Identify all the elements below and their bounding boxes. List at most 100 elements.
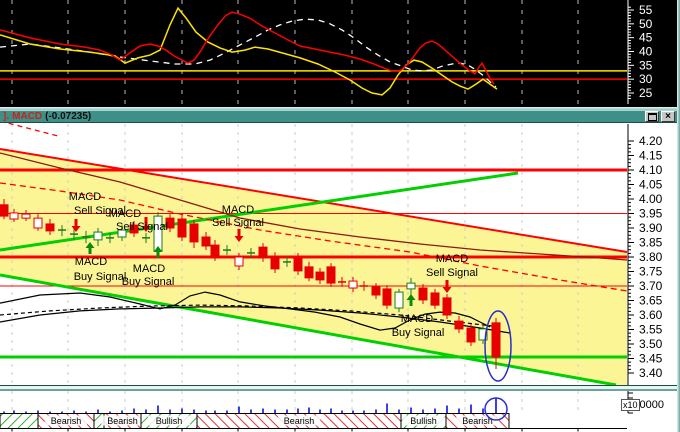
arrow-head xyxy=(234,236,244,242)
y-axis-label: 3.65 xyxy=(639,294,663,308)
highlight-ellipse xyxy=(484,310,512,382)
restore-button[interactable] xyxy=(645,111,659,122)
volume-multiplier-box: x10 xyxy=(621,399,640,411)
y-axis-label: 4.05 xyxy=(639,178,663,192)
annotation-text: Buy Signal xyxy=(74,271,127,283)
candle-body xyxy=(189,223,199,243)
candle xyxy=(210,239,220,262)
y-axis-label: 3.90 xyxy=(639,221,663,235)
ribbon-label-halo xyxy=(147,415,191,426)
sell-signal-arrow xyxy=(234,229,244,242)
y-axis-label: 4.15 xyxy=(639,149,663,163)
annotation-text: MACD xyxy=(222,204,254,216)
signal-white-dashed-line xyxy=(0,18,497,88)
candle xyxy=(33,214,43,231)
candle xyxy=(478,326,488,344)
annotation-text: MACD xyxy=(75,256,107,268)
annotation-text: MACD xyxy=(401,313,433,325)
y-axis-label: 3.40 xyxy=(639,366,663,380)
sell-signal-arrow xyxy=(442,280,452,293)
panel-divider xyxy=(0,107,680,110)
ribbon-label: Bearish xyxy=(51,416,82,426)
candle-body xyxy=(45,223,55,232)
ribbon-label: Bearish xyxy=(462,416,493,426)
candle-body xyxy=(129,224,139,234)
candle xyxy=(430,288,440,309)
volume-scale-label: x10 0000 xyxy=(621,399,664,411)
candle xyxy=(270,252,280,273)
candle xyxy=(360,281,368,291)
buy-signal-arrow xyxy=(85,242,95,254)
candle xyxy=(177,214,187,242)
annotation-text: MACD xyxy=(69,191,101,203)
close-button[interactable]: × xyxy=(661,111,675,122)
candle-body xyxy=(371,286,381,296)
annotation-text: Sell Signal xyxy=(74,205,126,217)
y-axis-label: 4.10 xyxy=(639,163,663,177)
candle xyxy=(9,208,19,222)
sell-signal-arrow xyxy=(71,219,81,232)
y-axis-label: 3.60 xyxy=(639,308,663,322)
arrow-head xyxy=(71,226,81,232)
candle xyxy=(223,245,231,255)
candle-body xyxy=(270,256,280,270)
candle-body xyxy=(491,322,501,358)
sentiment-panel[interactable]: Bearish Bearish Bullish Bearish Bullish Beari… xyxy=(0,391,680,432)
candle xyxy=(189,219,199,249)
annotation-text: MACD xyxy=(133,263,165,275)
candle xyxy=(165,214,175,233)
candle-body xyxy=(442,297,452,316)
candle xyxy=(442,294,452,320)
annotation-text: Buy Signal xyxy=(122,276,175,288)
candle xyxy=(234,252,244,271)
candle xyxy=(466,323,476,347)
annotation-text: Sell Signal xyxy=(212,217,264,229)
candle-body xyxy=(21,213,31,219)
candle xyxy=(454,315,464,333)
candle xyxy=(283,257,291,267)
y-axis-label: 3.70 xyxy=(639,279,663,293)
candle xyxy=(371,283,381,300)
candle-body xyxy=(430,292,440,306)
candle xyxy=(315,268,325,284)
indicator-icon: ]. xyxy=(3,111,10,122)
upper-dashed-red xyxy=(5,123,59,137)
ribbon-label-halo xyxy=(456,415,499,426)
candle xyxy=(338,277,346,287)
panel-divider-bottom xyxy=(0,385,680,391)
candle-body xyxy=(418,287,428,301)
oscillator-yellow-line xyxy=(0,6,498,96)
ribbon-label-halo xyxy=(402,415,445,426)
candle xyxy=(129,221,139,237)
y-axis-label: 3.80 xyxy=(639,250,663,264)
annotation-text: Sell Signal xyxy=(426,267,478,279)
restore-icon xyxy=(647,112,657,121)
y-axis-label: 3.75 xyxy=(639,265,663,279)
candle xyxy=(247,248,255,258)
arrow-head xyxy=(406,294,416,300)
ribbon-label: Bearish xyxy=(107,416,138,426)
candle-body xyxy=(348,280,358,289)
y-axis-label: 35 xyxy=(639,58,653,72)
ribbon-label-halo xyxy=(44,415,88,426)
annotation-text: Buy Signal xyxy=(392,327,445,339)
candle xyxy=(491,317,501,369)
channel-bottom-green xyxy=(0,273,617,385)
candle-body xyxy=(466,327,476,343)
candle xyxy=(58,225,66,237)
candle xyxy=(21,210,31,222)
y-axis-label: 30 xyxy=(639,72,653,86)
y-axis-label: 3.55 xyxy=(639,323,663,337)
candle-body xyxy=(406,282,416,290)
macd-titlebar[interactable]: ]. MACD (-0.07235) × xyxy=(0,110,680,123)
ma-slow xyxy=(0,306,511,334)
candle xyxy=(394,288,404,313)
ribbon-label-halo xyxy=(277,415,321,426)
arrow-head xyxy=(141,226,151,232)
candle xyxy=(418,283,428,304)
candle xyxy=(82,230,90,244)
candle xyxy=(142,232,150,244)
